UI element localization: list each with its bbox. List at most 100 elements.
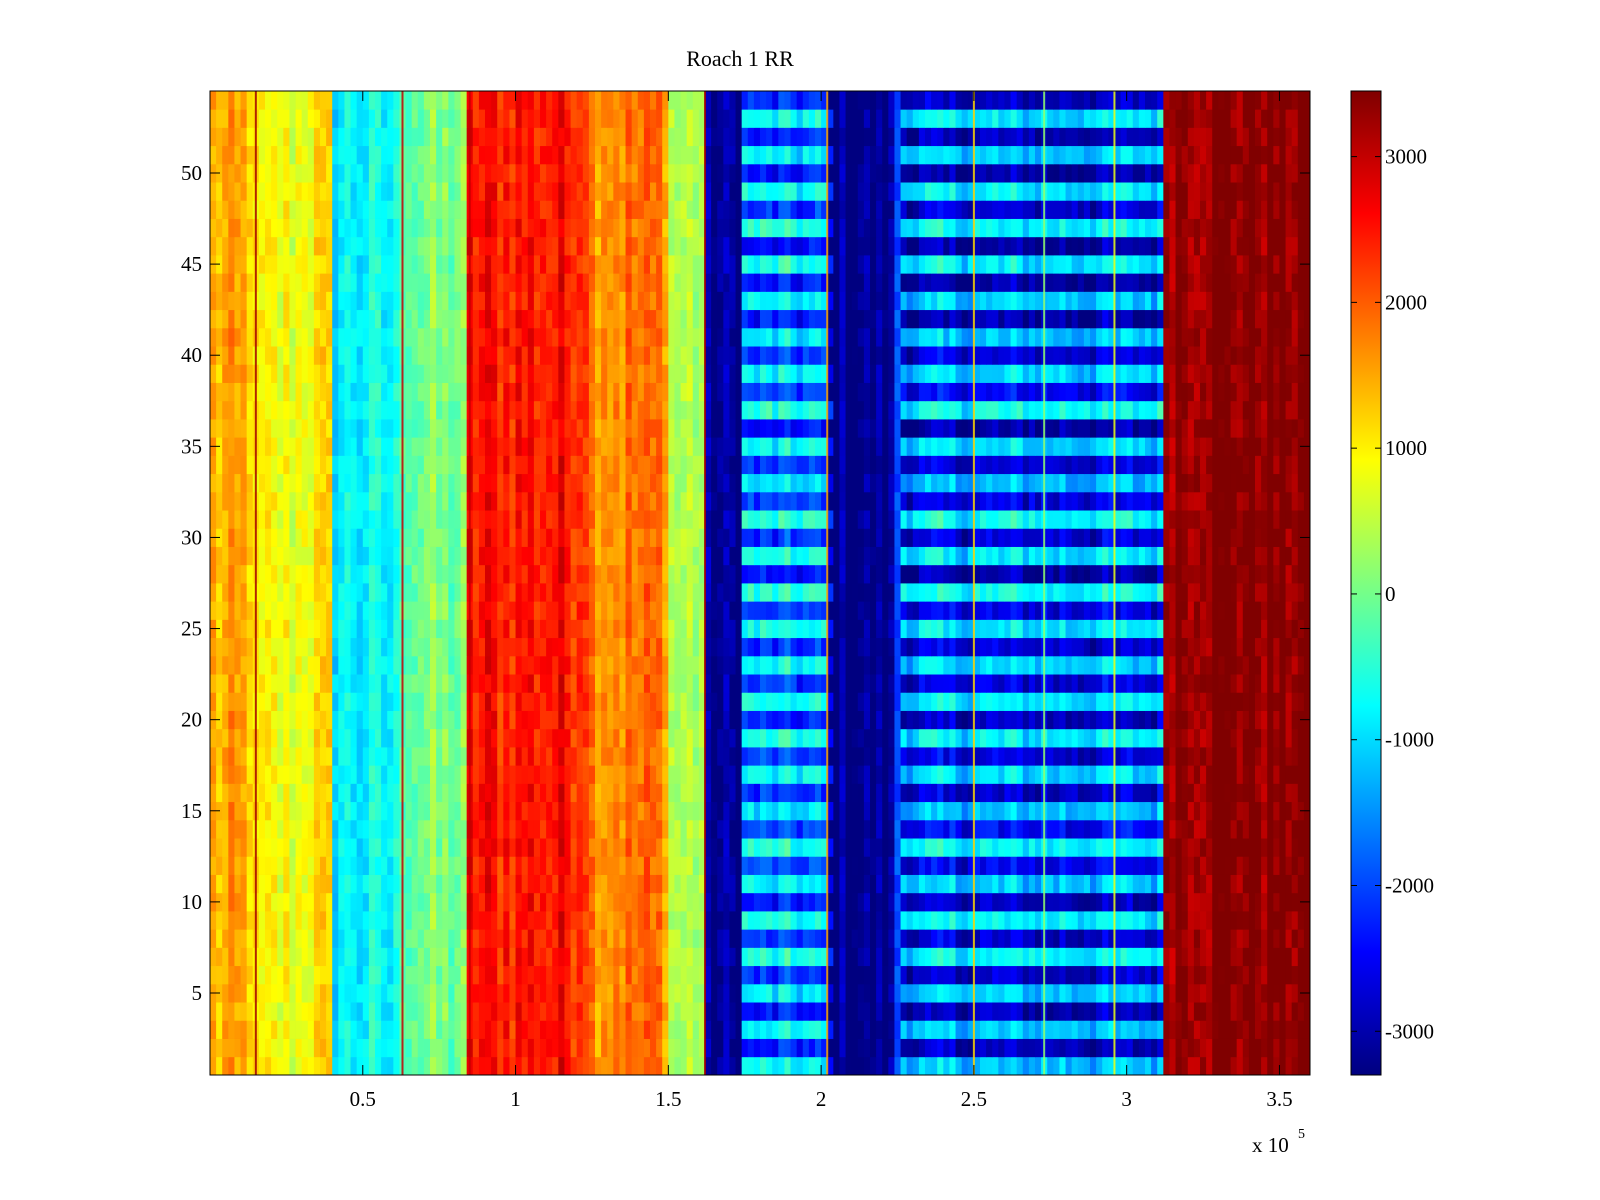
heatmap-cell: [625, 728, 633, 748]
heatmap-cell: [326, 583, 333, 602]
heatmap-cell: [1102, 747, 1109, 766]
heatmap-cell: [766, 710, 773, 730]
heatmap-cell: [1077, 728, 1085, 748]
heatmap-cell: [527, 838, 535, 857]
heatmap-cell: [332, 892, 339, 912]
heatmap-cell: [937, 874, 944, 894]
heatmap-cell: [778, 655, 785, 675]
heatmap-cell: [894, 1038, 901, 1058]
heatmap-cell: [546, 728, 553, 748]
heatmap-cell: [1206, 947, 1213, 967]
heatmap-cell: [436, 983, 443, 1003]
heatmap-cell: [992, 929, 999, 948]
heatmap-cell: [564, 965, 571, 985]
heatmap-cell: [570, 1002, 578, 1021]
heatmap-cell: [1065, 1038, 1073, 1058]
heatmap-cell: [326, 874, 333, 894]
heatmap-cell: [332, 911, 339, 930]
heatmap-cell: [582, 674, 590, 693]
heatmap-cell: [460, 583, 468, 602]
heatmap-cell: [815, 1038, 822, 1058]
heatmap-cell: [1169, 1038, 1176, 1058]
heatmap-cell: [1083, 1056, 1091, 1076]
heatmap-cell: [723, 929, 730, 948]
heatmap-cell: [692, 583, 700, 602]
heatmap-cell: [271, 619, 278, 639]
heatmap-cell: [381, 983, 388, 1003]
heatmap-cell: [515, 1020, 523, 1039]
heatmap-cell: [344, 728, 351, 748]
heatmap-cell: [918, 911, 926, 930]
heatmap-cell: [588, 819, 596, 839]
heatmap-cell: [1145, 819, 1152, 839]
heatmap-cell: [888, 929, 895, 948]
heatmap-cell: [918, 783, 926, 803]
heatmap-cell: [888, 583, 895, 602]
heatmap-cell: [986, 965, 993, 985]
heatmap-cell: [552, 619, 559, 639]
heatmap-cell: [454, 583, 461, 602]
heatmap-cell: [631, 1020, 639, 1039]
heatmap-cell: [491, 637, 498, 657]
heatmap-cell: [845, 674, 853, 693]
heatmap-cell: [668, 911, 675, 930]
heatmap-cell: [1248, 874, 1256, 894]
heatmap-cell: [601, 929, 608, 948]
heatmap-cell: [491, 583, 498, 602]
heatmap-cell: [1206, 965, 1213, 985]
heatmap-cell: [802, 728, 810, 748]
heatmap-cell: [338, 929, 345, 948]
heatmap-cell: [1242, 692, 1250, 711]
heatmap-cell: [1126, 856, 1134, 875]
heatmap-cell: [980, 965, 987, 985]
heatmap-cell: [943, 710, 950, 730]
heatmap-cell: [656, 692, 663, 711]
heatmap-cell: [839, 765, 846, 784]
heatmap-cell: [1059, 601, 1066, 620]
heatmap-cell: [961, 1056, 969, 1076]
heatmap-cell: [283, 655, 290, 675]
heatmap-cell: [344, 1056, 351, 1076]
heatmap-cell: [515, 655, 523, 675]
heatmap-cell: [821, 874, 828, 894]
heatmap-cell: [436, 583, 443, 602]
heatmap-cell: [711, 619, 718, 639]
heatmap-cell: [515, 856, 523, 875]
heatmap-cell: [381, 947, 388, 967]
heatmap-cell: [454, 674, 461, 693]
heatmap-cell: [582, 655, 590, 675]
heatmap-cell: [747, 692, 755, 711]
heatmap-cell: [1108, 801, 1115, 821]
heatmap-cell: [485, 911, 492, 930]
heatmap-cell: [870, 783, 877, 803]
heatmap-cell: [301, 874, 309, 894]
heatmap-cell: [1218, 1038, 1225, 1058]
heatmap-cell: [1291, 838, 1299, 857]
heatmap-cell: [1016, 892, 1024, 912]
heatmap-cell: [454, 783, 461, 803]
heatmap-cell: [729, 783, 736, 803]
heatmap-cell: [356, 692, 364, 711]
heatmap-cell: [680, 929, 688, 948]
heatmap-cell: [313, 710, 321, 730]
heatmap-cell: [753, 965, 761, 985]
heatmap-cell: [1248, 838, 1256, 857]
heatmap-cell: [222, 911, 229, 930]
heatmap-cell: [1285, 965, 1293, 985]
heatmap-cell: [533, 965, 541, 985]
heatmap-cell: [900, 983, 908, 1003]
heatmap-cell: [478, 1002, 486, 1021]
heatmap-cell: [436, 728, 443, 748]
heatmap-cell: [686, 728, 694, 748]
heatmap-cell: [240, 856, 248, 875]
heatmap-cell: [717, 692, 724, 711]
heatmap-cell: [967, 838, 975, 857]
heatmap-cell: [918, 601, 926, 620]
heatmap-cell: [576, 1038, 584, 1058]
heatmap-cell: [442, 1002, 449, 1021]
heatmap-cell: [527, 874, 535, 894]
heatmap-cell: [1028, 674, 1036, 693]
heatmap-cell: [882, 819, 889, 839]
heatmap-cell: [228, 801, 235, 821]
heatmap-cell: [228, 583, 235, 602]
